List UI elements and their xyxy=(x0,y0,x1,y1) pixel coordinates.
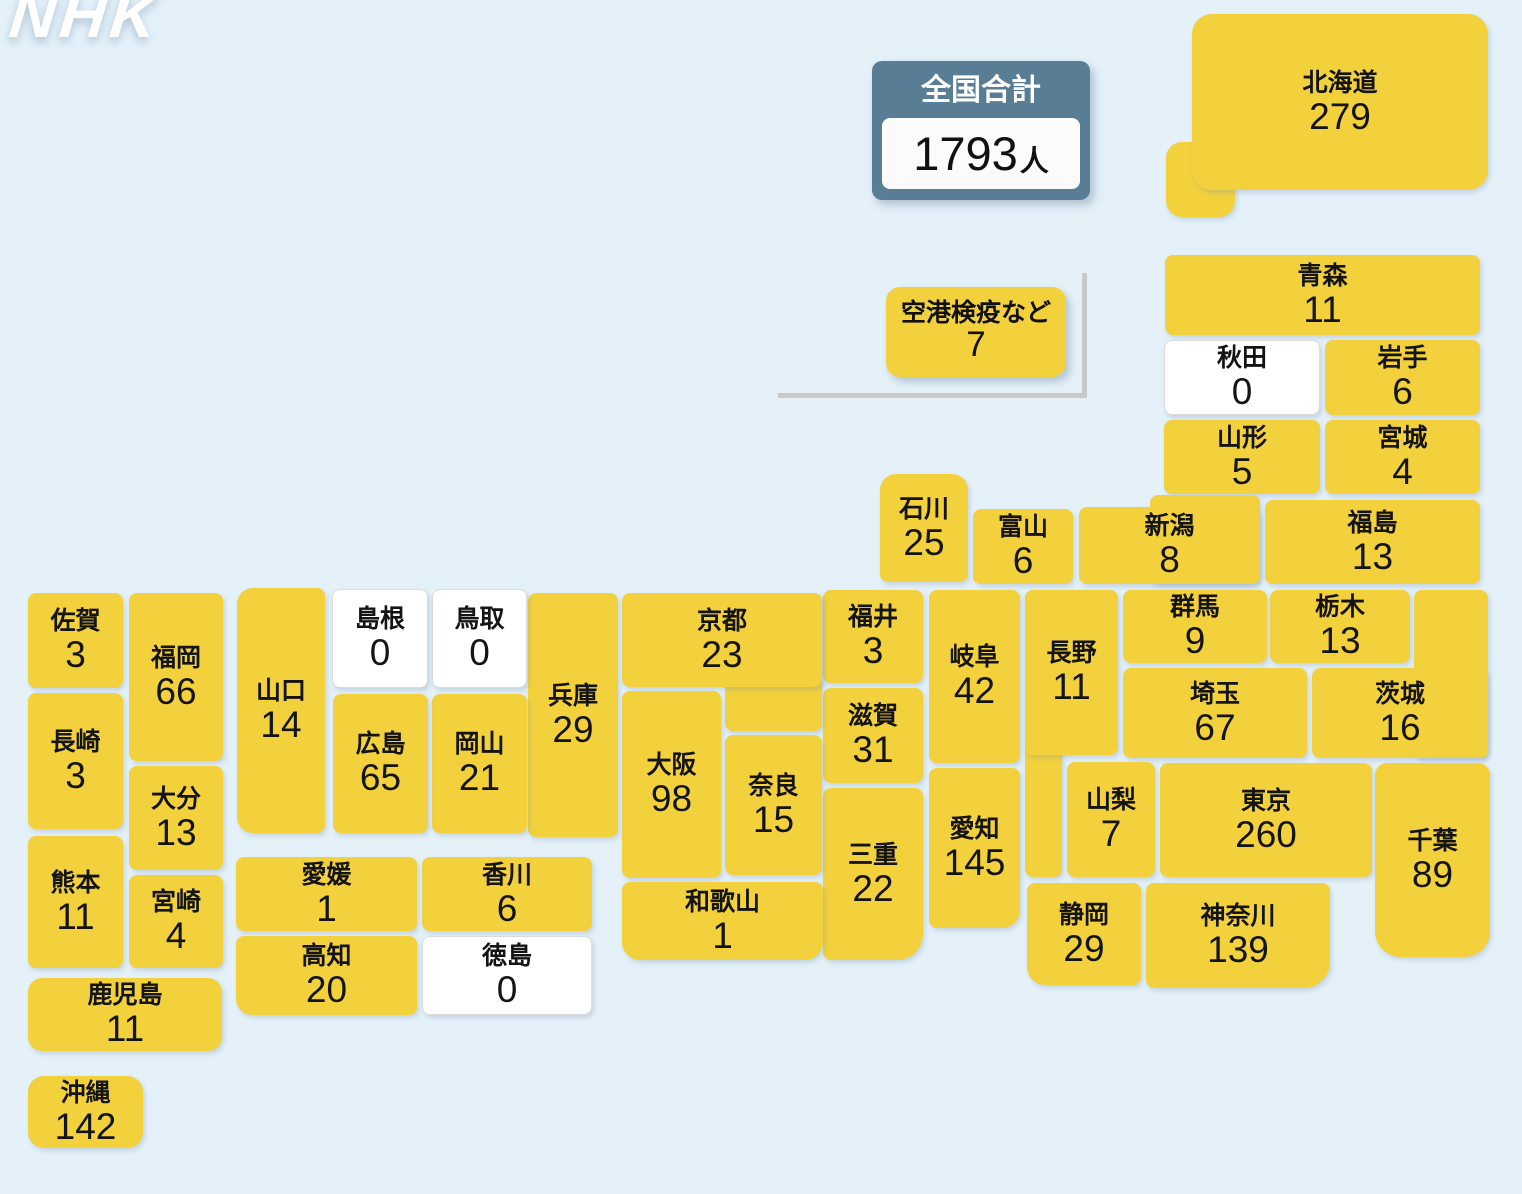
national-total-box: 全国合計 1793 人 xyxy=(872,61,1090,200)
airport-quarantine-label: 空港検疫など xyxy=(900,298,1051,327)
national-total-unit: 人 xyxy=(1019,145,1049,178)
quarantine-bracket-horizontal xyxy=(778,393,1087,398)
prefecture-tile xyxy=(432,694,527,833)
prefecture-tile xyxy=(1025,590,1118,755)
prefecture-tile xyxy=(622,882,823,960)
prefecture-tile xyxy=(129,766,223,870)
prefecture-tile xyxy=(823,590,923,683)
prefecture-tile xyxy=(28,978,222,1051)
prefecture-tile-zero xyxy=(1164,340,1320,415)
prefecture-tile xyxy=(622,691,721,878)
prefecture-tile xyxy=(725,735,822,875)
prefecture-tile xyxy=(333,694,428,833)
prefecture-tile xyxy=(28,693,123,829)
prefecture-tile xyxy=(1079,507,1260,584)
national-total-title: 全国合計 xyxy=(921,74,1041,107)
prefecture-tile xyxy=(237,588,325,833)
prefecture-tile xyxy=(1027,883,1141,985)
prefecture-tile xyxy=(1146,883,1330,988)
prefecture-tile xyxy=(422,857,592,931)
prefecture-tile xyxy=(1160,763,1372,877)
prefecture-tile-zero xyxy=(422,936,592,1015)
prefecture-tile xyxy=(28,593,123,688)
prefecture-tile xyxy=(129,875,223,968)
prefecture-tile xyxy=(1325,420,1480,494)
prefecture-tile xyxy=(28,1076,143,1148)
prefecture-tile xyxy=(1270,590,1410,663)
prefecture-tile xyxy=(929,590,1020,763)
prefecture-tile xyxy=(929,768,1020,928)
prefecture-tile xyxy=(1165,255,1480,335)
prefecture-tile xyxy=(1067,762,1155,877)
national-total-value-box: 1793 人 xyxy=(882,118,1080,189)
prefecture-tile-zero xyxy=(332,589,428,688)
prefecture-tile xyxy=(823,688,923,783)
national-total-value: 1793 xyxy=(913,127,1018,180)
prefecture-tile xyxy=(1192,14,1488,190)
prefecture-tile xyxy=(1123,590,1267,663)
airport-quarantine-tile: 空港検疫など 7 xyxy=(886,287,1066,377)
prefecture-tile xyxy=(1325,340,1480,415)
prefecture-tile xyxy=(28,836,123,968)
prefecture-tile xyxy=(823,788,923,960)
prefecture-tile xyxy=(236,857,417,931)
prefecture-tile xyxy=(880,474,968,582)
prefecture-tile xyxy=(129,593,223,761)
quarantine-bracket-vertical xyxy=(1082,273,1087,398)
prefecture-tile xyxy=(1375,763,1490,957)
prefecture-tile xyxy=(1312,668,1488,758)
prefecture-tile xyxy=(1265,500,1480,584)
prefecture-tile xyxy=(1164,420,1320,494)
prefecture-tile xyxy=(973,509,1073,584)
airport-quarantine-value: 7 xyxy=(966,325,986,365)
prefecture-tile-zero xyxy=(432,589,527,688)
prefecture-tile xyxy=(236,936,417,1015)
prefecture-tile xyxy=(622,593,822,687)
prefecture-tile xyxy=(528,593,618,837)
prefecture-tile xyxy=(1123,668,1307,758)
